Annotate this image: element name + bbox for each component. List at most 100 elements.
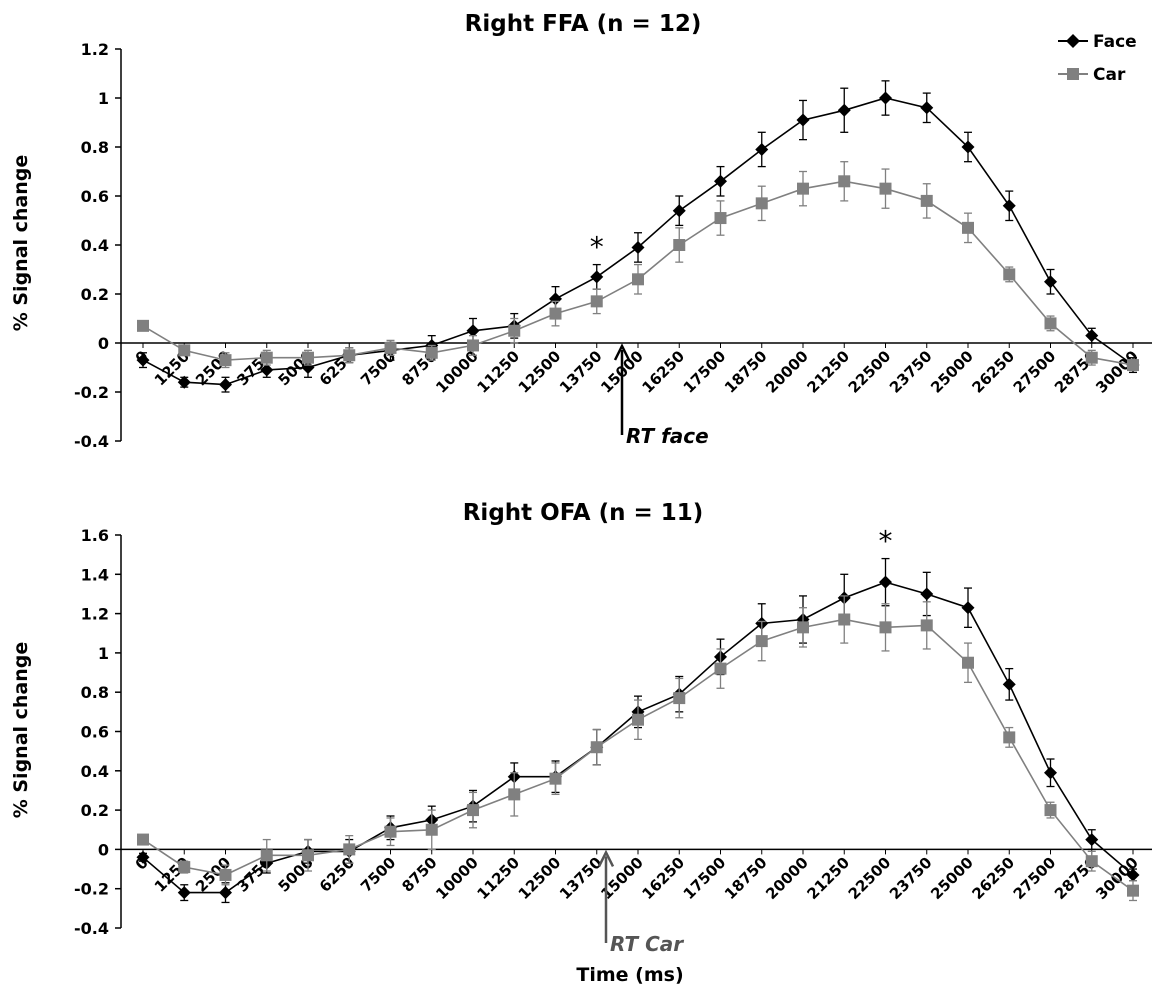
data-point-car xyxy=(343,349,356,362)
data-point-car xyxy=(962,656,974,669)
data-point-face xyxy=(1002,199,1016,213)
data-point-car xyxy=(260,849,273,862)
rt-arrow-head xyxy=(613,343,631,361)
data-point-car xyxy=(714,662,727,675)
legend-car-square-icon xyxy=(1067,68,1079,80)
data-point-car xyxy=(838,613,851,626)
x-tick-label: 25000 xyxy=(927,854,977,904)
data-point-car xyxy=(260,351,273,364)
rt-label: RT Car xyxy=(610,932,684,956)
y-tick-label: 1.2 xyxy=(81,40,109,59)
x-tick-label: 22500 xyxy=(845,347,895,397)
data-point-car xyxy=(1085,855,1098,868)
y-tick-label: 1.2 xyxy=(81,605,109,624)
series-car xyxy=(137,161,1139,372)
data-point-car xyxy=(467,804,479,817)
y-tick-label: -0.4 xyxy=(74,919,109,938)
x-tick-label: 17500 xyxy=(680,854,730,904)
y-tick-label: 1.6 xyxy=(81,526,109,545)
x-tick-label: 7500 xyxy=(357,854,399,896)
significance-star: * xyxy=(590,231,604,264)
data-point-car xyxy=(384,341,397,354)
data-point-car xyxy=(137,319,149,332)
data-point-face xyxy=(961,140,975,154)
data-point-car xyxy=(1127,884,1139,897)
y-tick-label: 1 xyxy=(98,89,109,108)
data-point-car xyxy=(673,692,686,705)
data-point-car xyxy=(1127,359,1139,372)
data-point-face xyxy=(219,378,232,392)
data-point-face xyxy=(961,601,975,615)
x-tick-label: 15000 xyxy=(597,854,647,904)
data-point-car xyxy=(302,849,314,862)
chart-2-ylabel: % Signal change xyxy=(10,642,32,819)
data-point-car xyxy=(590,741,603,754)
data-point-face xyxy=(1126,868,1140,882)
x-tick-label: 21250 xyxy=(803,347,853,397)
y-tick-label: 0.8 xyxy=(81,138,109,157)
data-point-car xyxy=(879,182,892,195)
x-tick-label: 26250 xyxy=(968,347,1018,397)
x-tick-label: 27500 xyxy=(1010,854,1060,904)
data-point-car xyxy=(467,339,479,352)
data-point-car xyxy=(343,843,356,856)
y-tick-label: 1 xyxy=(98,644,109,663)
data-point-face xyxy=(219,886,232,900)
data-point-face xyxy=(1044,275,1057,289)
x-tick-label: 16250 xyxy=(638,347,688,397)
y-tick-label: -0.4 xyxy=(74,432,109,451)
chart-2: -0.4-0.200.20.40.60.811.21.41.60 1250 2500… xyxy=(74,525,1152,956)
data-point-face xyxy=(755,142,769,156)
x-tick-label: 11250 xyxy=(473,347,523,397)
y-tick-label: 0.8 xyxy=(81,683,109,702)
rt-arrow-head xyxy=(597,849,615,867)
chart-2-title: Right OFA (n = 11) xyxy=(463,500,704,526)
data-point-car xyxy=(178,344,191,357)
data-point-face xyxy=(1002,677,1016,691)
y-tick-label: 0 xyxy=(98,334,109,353)
data-point-face xyxy=(879,575,892,589)
data-point-car xyxy=(962,221,974,234)
y-tick-label: 0.2 xyxy=(81,801,109,820)
legend: Face Car xyxy=(1058,32,1137,85)
x-tick-label: 18750 xyxy=(721,854,771,904)
data-point-car xyxy=(755,197,768,210)
data-point-car xyxy=(219,868,232,881)
x-tick-label: 13750 xyxy=(556,854,606,904)
x-tick-label: 22500 xyxy=(845,854,895,904)
data-point-car xyxy=(549,307,562,320)
data-point-car xyxy=(714,212,727,225)
data-point-car xyxy=(302,351,314,364)
chart-1: -0.4-0.200.20.40.60.811.2012502500375050… xyxy=(74,40,1152,451)
data-point-face xyxy=(837,103,851,117)
x-tick-label: 27500 xyxy=(1010,347,1060,397)
x-tick-label: 13750 xyxy=(556,347,606,397)
data-point-face xyxy=(136,353,150,367)
data-point-face xyxy=(260,363,274,377)
data-point-car xyxy=(797,182,809,195)
data-point-car xyxy=(178,861,191,874)
data-point-face xyxy=(136,850,150,864)
data-point-face xyxy=(714,174,727,188)
data-point-car xyxy=(1003,268,1016,281)
y-tick-label: 1.4 xyxy=(81,565,109,584)
y-tick-label: 0.2 xyxy=(81,285,109,304)
data-point-face xyxy=(1085,833,1099,847)
data-point-face xyxy=(1044,766,1057,780)
data-point-car xyxy=(1044,804,1057,817)
data-point-face xyxy=(920,587,934,601)
x-tick-label: 23750 xyxy=(886,854,936,904)
data-point-car xyxy=(219,354,232,367)
rt-label: RT face xyxy=(626,424,709,448)
data-point-face xyxy=(631,240,645,254)
data-point-car xyxy=(425,346,438,359)
x-tick-label: 16250 xyxy=(638,854,688,904)
x-tick-label: 11250 xyxy=(473,854,523,904)
data-point-car xyxy=(1085,351,1098,364)
data-point-face xyxy=(879,91,892,105)
y-tick-label: 0 xyxy=(98,840,109,859)
x-tick-label: 17500 xyxy=(680,347,730,397)
chart-1-ylabel: % Signal change xyxy=(10,155,32,332)
data-point-face xyxy=(590,270,604,284)
data-point-car xyxy=(1044,317,1057,330)
